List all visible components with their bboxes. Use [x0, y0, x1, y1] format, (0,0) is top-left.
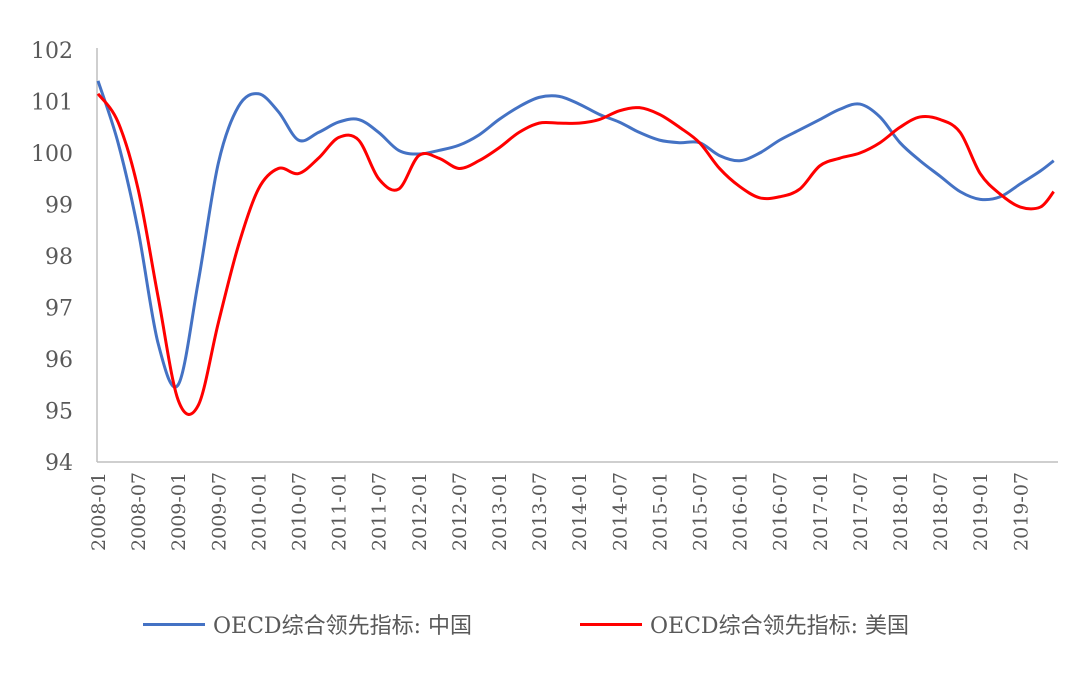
- x-tick-label: 2016-01: [730, 472, 752, 551]
- legend-item-china: OECD综合领先指标: 中国: [143, 608, 472, 640]
- x-tick-label: 2008-07: [128, 472, 150, 551]
- y-tick-label: 102: [31, 39, 73, 64]
- x-tick-label: 2018-07: [930, 472, 952, 551]
- y-tick-label: 96: [45, 348, 73, 373]
- x-tick-label: 2009-07: [208, 472, 230, 551]
- x-tick-label: 2019-07: [1010, 472, 1032, 551]
- series-line-usa: [96, 92, 1055, 416]
- y-tick-label: 101: [31, 91, 73, 116]
- x-tick-label: 2015-01: [649, 472, 671, 551]
- x-tick-label: 2013-01: [489, 472, 511, 551]
- y-tick-label: 99: [45, 194, 73, 219]
- legend-label-china: OECD综合领先指标: 中国: [213, 614, 472, 639]
- x-tick-label: 2012-01: [409, 472, 431, 551]
- legend-swatch-china: [143, 622, 205, 626]
- x-tick-label: 2017-01: [810, 472, 832, 551]
- y-tick-label: 97: [45, 297, 73, 322]
- x-tick-label: 2017-07: [850, 472, 872, 551]
- x-tick-label: 2014-07: [609, 472, 631, 551]
- legend-swatch-usa: [580, 622, 642, 626]
- x-tick-label: 2012-07: [449, 472, 471, 551]
- x-tick-label: 2009-01: [168, 472, 190, 551]
- x-tick-label: 2019-01: [970, 472, 992, 551]
- legend-label-usa: OECD综合领先指标: 美国: [650, 614, 909, 639]
- x-tick-label: 2011-07: [369, 472, 391, 551]
- x-tick-label: 2018-01: [890, 472, 912, 551]
- y-tick-label: 98: [45, 245, 73, 270]
- x-tick-label: 2013-07: [529, 472, 551, 551]
- x-tick-label: 2014-01: [569, 472, 591, 551]
- y-tick-label: 100: [31, 142, 73, 167]
- x-tick-label: 2015-07: [690, 472, 712, 551]
- y-axis-ticks: 94 95 96 97 98 99 100 101 102: [31, 39, 73, 476]
- legend-item-usa: OECD综合领先指标: 美国: [580, 608, 909, 640]
- y-tick-label: 95: [45, 400, 73, 425]
- x-tick-label: 2016-07: [770, 472, 792, 551]
- x-axis-ticks: 2008-01 2008-07 2009-01 2009-07 2010-01 2010-…: [88, 472, 1032, 551]
- x-tick-label: 2010-07: [289, 472, 311, 551]
- series-line-china: [96, 80, 1055, 389]
- x-tick-label: 2011-01: [329, 472, 351, 551]
- x-tick-label: 2010-01: [248, 472, 270, 551]
- x-tick-label: 2008-01: [88, 472, 110, 551]
- series-lines: [96, 80, 1055, 416]
- y-tick-label: 94: [45, 451, 73, 476]
